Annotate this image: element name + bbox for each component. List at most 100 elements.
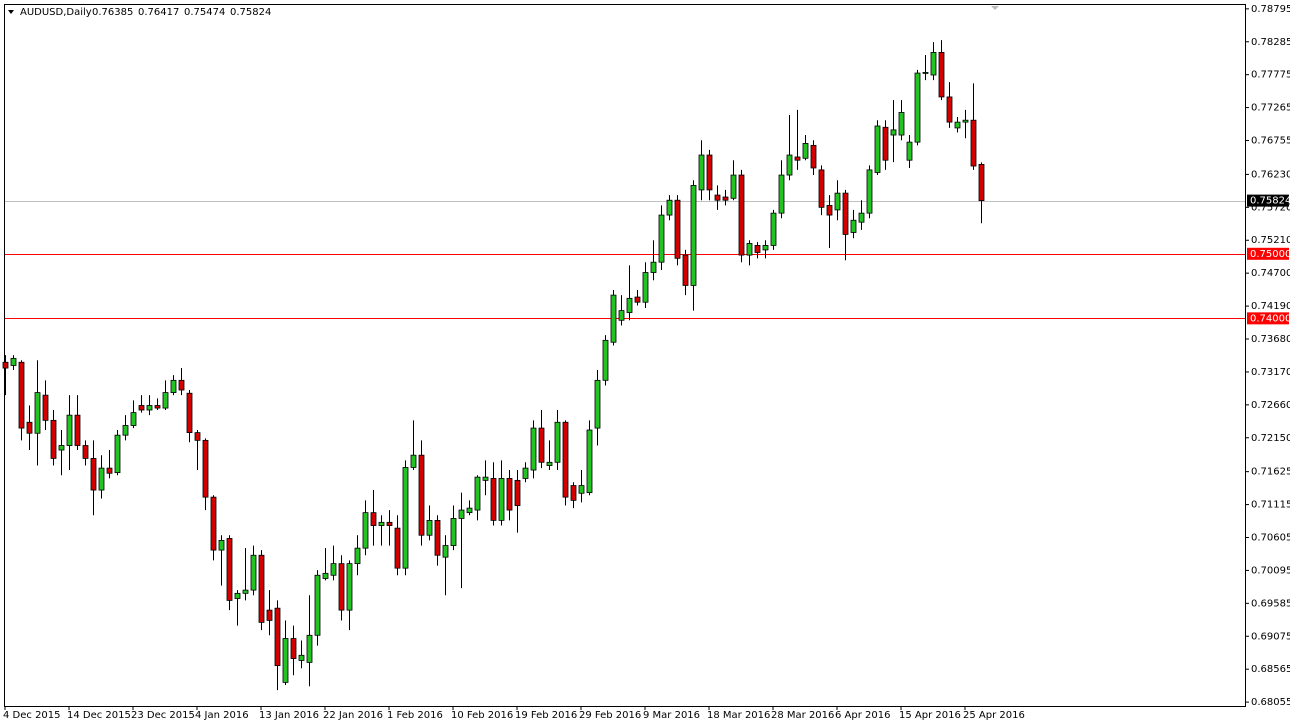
candle-body xyxy=(570,485,577,501)
menu-triangle xyxy=(8,10,14,14)
candle-body xyxy=(890,129,897,136)
candle-body xyxy=(26,421,33,434)
y-tick-label: 0.71115 xyxy=(1251,500,1290,511)
candle-body xyxy=(10,357,17,366)
y-tick-label: 0.69585 xyxy=(1251,598,1290,609)
candle-body xyxy=(930,52,937,76)
candle-body xyxy=(578,485,585,494)
candle-body xyxy=(962,119,969,123)
candle-body xyxy=(586,429,593,494)
candle-body xyxy=(674,199,681,259)
y-tick-label: 0.69075 xyxy=(1251,631,1290,642)
candle-body xyxy=(722,196,729,201)
candle-body xyxy=(114,434,121,474)
candle-body xyxy=(498,478,505,521)
candle-body xyxy=(282,638,289,683)
candle-body xyxy=(706,154,713,191)
candle-body xyxy=(274,607,281,667)
x-tick-label: 15 Apr 2016 xyxy=(899,710,961,721)
y-tick-label: 0.76230 xyxy=(1251,169,1290,180)
candle-body xyxy=(514,479,521,506)
candle-body xyxy=(106,467,113,474)
y-tick-label: 0.72150 xyxy=(1251,433,1290,444)
candle-body xyxy=(258,554,265,623)
x-tick-label: 22 Jan 2016 xyxy=(323,710,383,721)
candle-body xyxy=(954,121,961,129)
candle-body xyxy=(642,272,649,303)
candle-body xyxy=(178,379,185,391)
header-low: 0.75474 xyxy=(184,7,225,18)
y-tick-label: 0.70095 xyxy=(1251,565,1290,576)
y-tick-label: 0.77775 xyxy=(1251,70,1290,81)
candle-body xyxy=(818,169,825,208)
candle-body xyxy=(730,174,737,199)
candle-body xyxy=(618,310,625,321)
x-tick-label: 14 Dec 2015 xyxy=(67,710,131,721)
candle-body xyxy=(970,119,977,167)
y-tick-label: 0.78285 xyxy=(1251,37,1290,48)
candle-body xyxy=(882,126,889,161)
candle-body xyxy=(186,392,193,434)
candle-body xyxy=(794,156,801,161)
candle-body xyxy=(202,439,209,498)
y-tick-label: 0.75210 xyxy=(1251,235,1290,246)
y-tick-label: 0.70605 xyxy=(1251,532,1290,543)
candle-body xyxy=(314,574,321,636)
candle-body xyxy=(306,634,313,663)
candle-body xyxy=(922,72,929,74)
candle-body xyxy=(98,467,105,491)
candle-body xyxy=(450,518,457,546)
price-label: 0.75824 xyxy=(1250,196,1290,207)
header-open: 0.76385 xyxy=(92,7,133,18)
candle-body xyxy=(746,243,753,256)
candle-body xyxy=(354,547,361,565)
y-tick-label: 0.74700 xyxy=(1251,268,1290,279)
candle-body xyxy=(34,392,41,434)
x-tick-label: 4 Jan 2016 xyxy=(195,710,249,721)
candle-body xyxy=(122,425,129,436)
candle-body xyxy=(346,563,353,611)
shift-marker xyxy=(991,6,999,10)
x-tick-label: 6 Apr 2016 xyxy=(835,710,890,721)
candle-body xyxy=(698,154,705,191)
candle-body xyxy=(914,72,921,143)
candle-body xyxy=(370,512,377,526)
price-label: 0.74000 xyxy=(1250,313,1290,324)
header-high: 0.76417 xyxy=(138,7,179,18)
candle-body xyxy=(194,432,201,441)
candle-body xyxy=(442,545,449,558)
candle-body xyxy=(18,361,25,429)
candle-body xyxy=(682,254,689,286)
y-tick-label: 0.68565 xyxy=(1251,664,1290,675)
candle-body xyxy=(250,554,257,591)
candle-body xyxy=(898,112,905,136)
candle-body xyxy=(874,125,881,173)
y-tick-label: 0.75720 xyxy=(1251,202,1290,213)
candle-body xyxy=(234,592,241,599)
candle-body xyxy=(610,294,617,343)
candle-body xyxy=(50,419,57,459)
candle-body xyxy=(866,169,873,214)
candle-body xyxy=(666,199,673,216)
y-tick-label: 0.77265 xyxy=(1251,103,1290,114)
candle-body xyxy=(594,379,601,429)
candle-body xyxy=(90,458,97,491)
candle-body xyxy=(802,143,809,159)
candle-body xyxy=(842,192,849,235)
candle-body xyxy=(210,496,217,551)
candle-body xyxy=(906,141,913,161)
candle-body xyxy=(418,454,425,536)
candle-body xyxy=(226,538,233,601)
x-tick-label: 29 Feb 2016 xyxy=(579,710,641,721)
candle-body xyxy=(170,379,177,393)
candle-body xyxy=(402,467,409,569)
y-tick-label: 0.76755 xyxy=(1251,136,1290,147)
candle-body xyxy=(562,421,569,498)
candle-body xyxy=(162,392,169,409)
candle-body xyxy=(410,454,417,468)
candle-body xyxy=(850,219,857,233)
candle-body xyxy=(434,519,441,556)
candle-body xyxy=(490,478,497,521)
candle-body xyxy=(778,174,785,214)
